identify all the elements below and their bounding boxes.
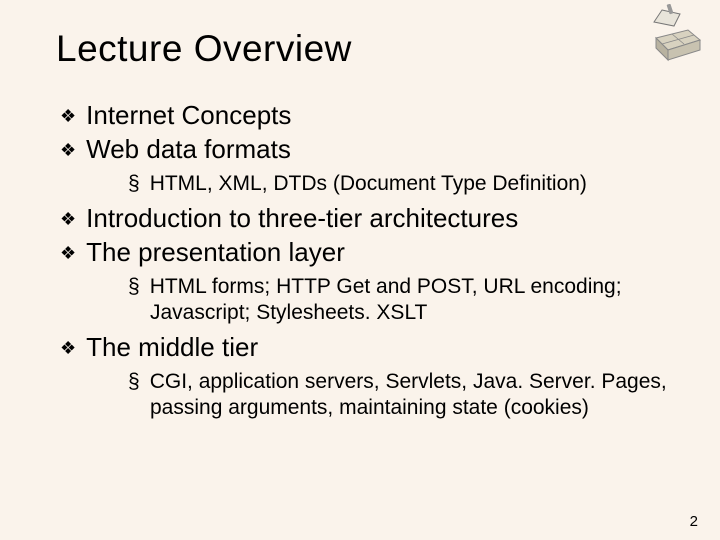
list-item-text: Web data formats <box>86 134 291 164</box>
list-item-text: The presentation layer <box>86 237 345 267</box>
list-item-text: Introduction to three-tier architectures <box>86 203 518 233</box>
sub-list: HTML forms; HTTP Get and POST, URL encod… <box>88 274 672 325</box>
sub-list: CGI, application servers, Servlets, Java… <box>88 369 672 420</box>
slide-title: Lecture Overview <box>56 28 672 70</box>
sub-list-item: CGI, application servers, Servlets, Java… <box>128 369 672 420</box>
list-item: Internet Concepts <box>60 100 672 132</box>
bullet-list: Internet Concepts Web data formats HTML,… <box>56 100 672 421</box>
brick-trowel-icon <box>632 4 708 62</box>
sub-list: HTML, XML, DTDs (Document Type Definitio… <box>88 171 672 197</box>
list-item: Web data formats HTML, XML, DTDs (Docume… <box>60 134 672 197</box>
list-item: Introduction to three-tier architectures <box>60 203 672 235</box>
list-item-text: Internet Concepts <box>86 100 291 130</box>
sub-list-item: HTML forms; HTTP Get and POST, URL encod… <box>128 274 672 325</box>
slide-content: Lecture Overview Internet Concepts Web d… <box>0 0 720 421</box>
list-item: The middle tier CGI, application servers… <box>60 332 672 421</box>
list-item-text: The middle tier <box>86 332 258 362</box>
list-item: The presentation layer HTML forms; HTTP … <box>60 237 672 326</box>
sub-list-item: HTML, XML, DTDs (Document Type Definitio… <box>128 171 672 197</box>
page-number: 2 <box>690 513 698 530</box>
